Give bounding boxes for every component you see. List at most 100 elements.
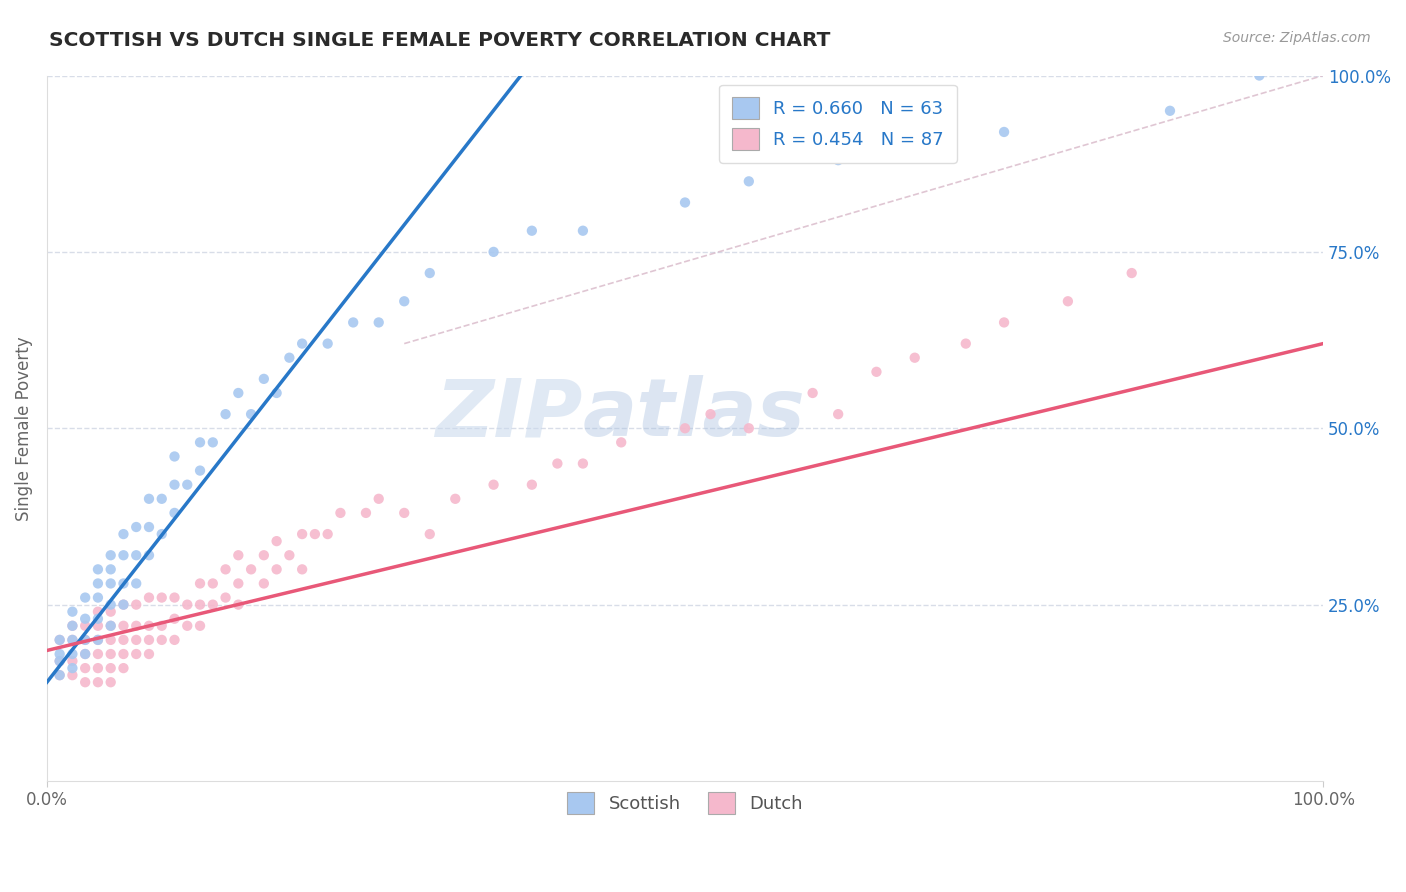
Point: [163, 477, 186, 491]
Point: [482, 244, 505, 259]
Point: [62, 661, 84, 675]
Point: [112, 647, 135, 661]
Point: [993, 125, 1015, 139]
Point: [738, 421, 761, 435]
Point: [738, 174, 761, 188]
Point: [150, 632, 173, 647]
Point: [176, 477, 198, 491]
Point: [291, 562, 314, 576]
Point: [266, 562, 288, 576]
Point: [138, 548, 160, 562]
Point: [48, 654, 70, 668]
Point: [1249, 69, 1271, 83]
Point: [304, 527, 326, 541]
Point: [240, 562, 263, 576]
Point: [112, 598, 135, 612]
Point: [572, 224, 595, 238]
Point: [100, 675, 122, 690]
Point: [75, 661, 97, 675]
Point: [138, 632, 160, 647]
Point: [75, 591, 97, 605]
Text: Source: ZipAtlas.com: Source: ZipAtlas.com: [1223, 31, 1371, 45]
Point: [138, 491, 160, 506]
Point: [125, 647, 148, 661]
Point: [610, 435, 633, 450]
Point: [163, 450, 186, 464]
Point: [240, 407, 263, 421]
Point: [87, 576, 110, 591]
Point: [100, 576, 122, 591]
Point: [150, 491, 173, 506]
Point: [214, 591, 236, 605]
Point: [87, 632, 110, 647]
Legend: Scottish, Dutch: Scottish, Dutch: [557, 781, 814, 825]
Point: [112, 576, 135, 591]
Point: [75, 647, 97, 661]
Point: [125, 598, 148, 612]
Point: [482, 477, 505, 491]
Point: [163, 506, 186, 520]
Point: [112, 527, 135, 541]
Point: [291, 527, 314, 541]
Point: [520, 224, 543, 238]
Point: [520, 477, 543, 491]
Point: [48, 668, 70, 682]
Point: [48, 668, 70, 682]
Point: [354, 506, 377, 520]
Point: [62, 668, 84, 682]
Point: [201, 598, 224, 612]
Text: atlas: atlas: [583, 376, 806, 453]
Point: [228, 548, 250, 562]
Point: [419, 527, 441, 541]
Point: [673, 421, 696, 435]
Point: [75, 632, 97, 647]
Point: [87, 647, 110, 661]
Point: [572, 457, 595, 471]
Point: [163, 612, 186, 626]
Point: [201, 435, 224, 450]
Point: [48, 654, 70, 668]
Text: SCOTTISH VS DUTCH SINGLE FEMALE POVERTY CORRELATION CHART: SCOTTISH VS DUTCH SINGLE FEMALE POVERTY …: [49, 31, 831, 50]
Point: [329, 506, 352, 520]
Point: [75, 632, 97, 647]
Point: [100, 562, 122, 576]
Point: [100, 598, 122, 612]
Y-axis label: Single Female Poverty: Single Female Poverty: [15, 336, 32, 521]
Point: [150, 619, 173, 633]
Point: [87, 591, 110, 605]
Point: [163, 632, 186, 647]
Point: [176, 619, 198, 633]
Point: [150, 591, 173, 605]
Point: [316, 336, 339, 351]
Point: [278, 548, 301, 562]
Point: [228, 576, 250, 591]
Point: [87, 675, 110, 690]
Point: [394, 506, 416, 520]
Point: [316, 527, 339, 541]
Point: [100, 605, 122, 619]
Point: [87, 619, 110, 633]
Point: [266, 534, 288, 549]
Point: [138, 619, 160, 633]
Point: [62, 654, 84, 668]
Point: [87, 605, 110, 619]
Point: [904, 351, 927, 365]
Point: [993, 315, 1015, 329]
Point: [342, 315, 364, 329]
Point: [100, 619, 122, 633]
Point: [214, 407, 236, 421]
Point: [62, 619, 84, 633]
Point: [125, 548, 148, 562]
Point: [62, 632, 84, 647]
Point: [291, 336, 314, 351]
Point: [1159, 103, 1181, 118]
Point: [112, 661, 135, 675]
Point: [100, 548, 122, 562]
Point: [444, 491, 467, 506]
Point: [188, 598, 211, 612]
Point: [112, 632, 135, 647]
Point: [253, 576, 276, 591]
Point: [87, 632, 110, 647]
Point: [1057, 294, 1080, 309]
Point: [801, 386, 824, 401]
